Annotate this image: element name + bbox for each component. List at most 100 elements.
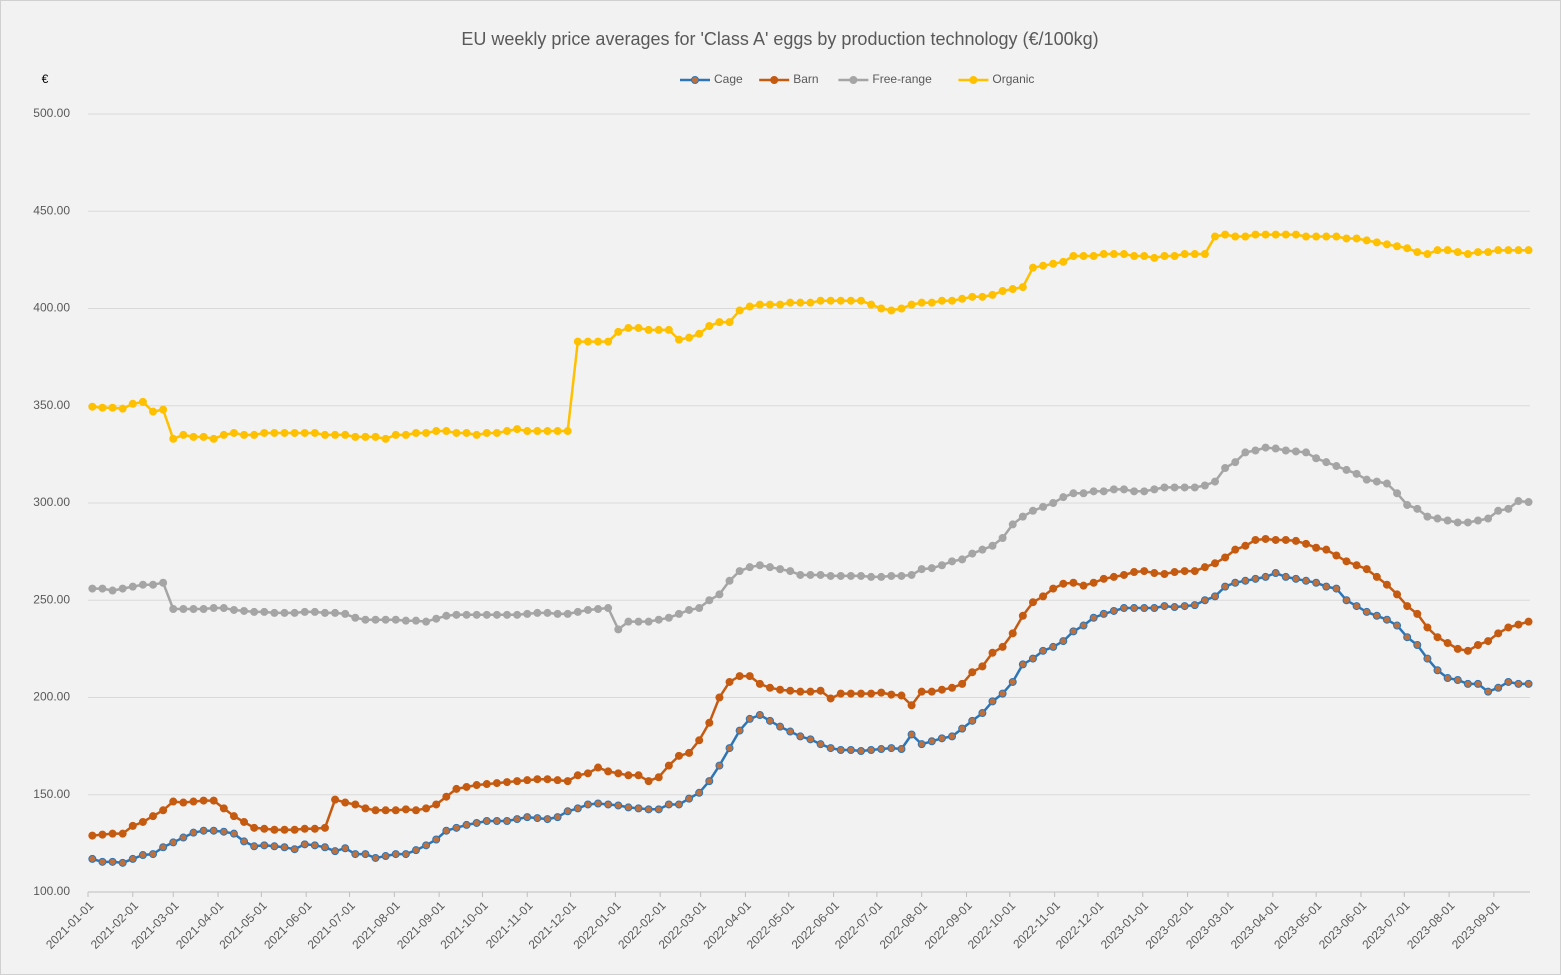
data-point [1099, 487, 1108, 496]
legend-label: Organic [992, 72, 1034, 86]
data-point [897, 745, 906, 754]
data-point [796, 298, 805, 307]
data-point [715, 693, 724, 702]
data-point [664, 613, 673, 622]
data-point [452, 784, 461, 793]
data-point [998, 286, 1007, 295]
data-point [341, 844, 350, 853]
y-tick-label: 250.00 [33, 592, 70, 606]
data-point [1342, 465, 1351, 474]
data-point [290, 825, 299, 834]
data-point [422, 617, 431, 626]
data-point [695, 788, 704, 797]
data-point [958, 294, 967, 303]
data-point [1504, 677, 1513, 686]
data-point [108, 829, 117, 838]
data-point [1018, 283, 1027, 292]
data-point [503, 610, 512, 619]
data-point [796, 687, 805, 696]
data-point [1109, 485, 1118, 494]
data-point [1251, 230, 1260, 239]
data-point [1180, 250, 1189, 259]
data-point [927, 564, 936, 573]
data-point [826, 694, 835, 703]
data-point [229, 812, 238, 821]
data-point [472, 818, 481, 827]
data-point [149, 580, 158, 589]
data-point [755, 679, 764, 688]
data-point [776, 685, 785, 694]
data-point [745, 302, 754, 311]
data-point [1170, 483, 1179, 492]
data-point [1473, 248, 1482, 257]
data-point [290, 428, 299, 437]
data-point [1473, 640, 1482, 649]
data-point [594, 337, 603, 346]
data-point [189, 797, 198, 806]
data-point [290, 608, 299, 617]
data-point [725, 318, 734, 327]
data-point [159, 806, 168, 815]
data-point [654, 325, 663, 334]
data-point [604, 337, 613, 346]
data-point [98, 830, 107, 839]
data-point [361, 615, 370, 624]
data-point [149, 850, 158, 859]
data-point [948, 557, 957, 566]
data-point [1342, 234, 1351, 243]
data-point [1413, 640, 1422, 649]
data-point [118, 829, 127, 838]
data-point [1443, 246, 1452, 255]
data-point [857, 689, 866, 698]
data-point [371, 615, 380, 624]
data-point [1221, 230, 1230, 239]
data-point [452, 610, 461, 619]
data-point [1332, 462, 1341, 471]
data-point [1170, 251, 1179, 260]
data-point [685, 748, 694, 757]
data-point [381, 806, 390, 815]
data-point [1291, 447, 1300, 456]
data-point [715, 318, 724, 327]
data-point [958, 679, 967, 688]
data-point [169, 797, 178, 806]
data-point [937, 685, 946, 694]
data-point [523, 776, 532, 785]
data-point [1069, 489, 1078, 498]
data-point [361, 850, 370, 859]
data-point [1079, 251, 1088, 260]
y-tick-label: 400.00 [33, 301, 70, 315]
data-point [816, 686, 825, 695]
data-point [846, 571, 855, 580]
data-point [664, 325, 673, 334]
data-point [1190, 483, 1199, 492]
data-point [634, 771, 643, 780]
data-point [735, 726, 744, 735]
data-point [1079, 581, 1088, 590]
data-point [1302, 448, 1311, 457]
data-point [1089, 578, 1098, 587]
data-point [1413, 504, 1422, 513]
data-point [806, 687, 815, 696]
data-point [118, 404, 127, 413]
data-point [300, 428, 309, 437]
data-point [371, 806, 380, 815]
data-point [331, 795, 340, 804]
data-point [1281, 572, 1290, 581]
data-point [553, 813, 562, 822]
data-point [968, 549, 977, 558]
data-point [1382, 479, 1391, 488]
data-point [1018, 660, 1027, 669]
legend-item: Free-range [838, 72, 932, 86]
data-point [1079, 621, 1088, 630]
data-point [1524, 498, 1533, 507]
data-point [543, 775, 552, 784]
data-point [351, 850, 360, 859]
data-point [1028, 654, 1037, 663]
data-point [1130, 251, 1139, 260]
data-point [1393, 590, 1402, 599]
data-point [492, 817, 501, 826]
data-point [199, 605, 208, 614]
data-point [462, 820, 471, 829]
data-point [937, 561, 946, 570]
